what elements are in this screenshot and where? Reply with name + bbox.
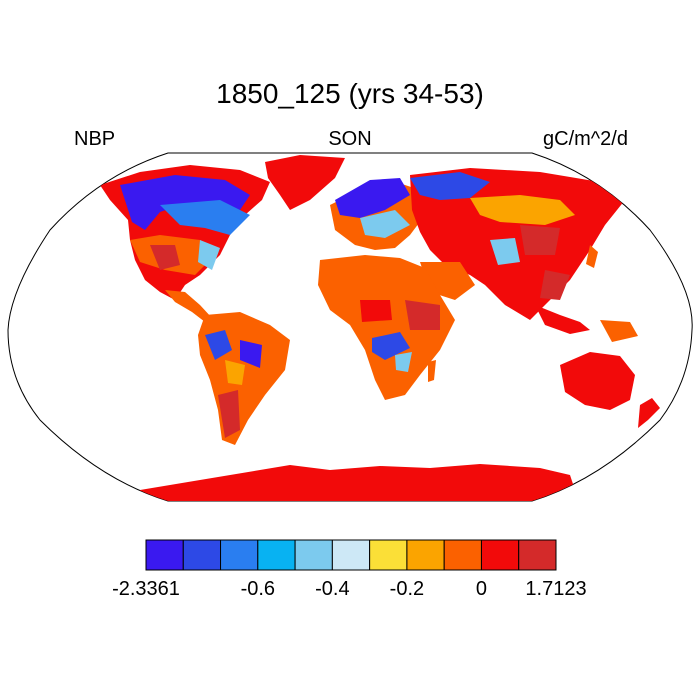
colorbar-tick-label: -2.3361 [112,578,180,600]
continent-antarctica [140,464,575,501]
season-label: SON [328,128,372,150]
greenland [265,155,345,210]
colorbar-tick-label: -0.4 [315,578,350,600]
colorbar-tick-label: -0.2 [389,578,425,600]
colorbar-tick-label: 0 [475,578,488,600]
continent-asia [410,168,625,320]
colorbar-tick-label: -0.6 [240,578,276,600]
variable-label: NBP [74,128,116,150]
colorbar-tick-label: 1.7123 [525,578,587,600]
continent-australia [560,352,635,410]
continent-africa [318,255,455,400]
units-label: gC/m^2/d [543,128,628,150]
map-title: 1850_125 (yrs 34-53) [216,78,484,109]
